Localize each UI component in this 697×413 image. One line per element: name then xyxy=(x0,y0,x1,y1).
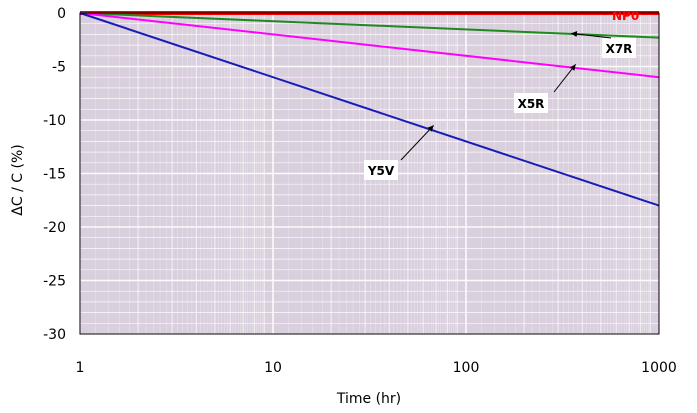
y-tick-labels: 0 -5 -10 -15 -20 -25 -30 xyxy=(43,6,66,343)
y-tick-label: -25 xyxy=(43,274,66,290)
series-label-x5r: X5R xyxy=(518,97,545,111)
series-line-x7r xyxy=(79,12,660,39)
plot-border xyxy=(79,12,660,335)
grid xyxy=(79,12,659,335)
y-tick-label: -10 xyxy=(43,113,66,129)
x-tick-label: 1 xyxy=(76,360,85,376)
series-label-y5v: Y5V xyxy=(367,164,395,178)
x-tick-labels: 1 10 100 1000 xyxy=(76,360,677,376)
series-label-x7r: X7R xyxy=(606,42,633,56)
series-arrow-x7r xyxy=(570,31,612,39)
series-line-y5v xyxy=(79,12,660,207)
y-tick-label: -20 xyxy=(43,220,66,236)
x-tick-label: 1000 xyxy=(641,360,677,376)
series-line-x5r xyxy=(79,12,660,79)
series-labels: NP0 X7R X5R Y5V xyxy=(364,9,639,180)
series-arrow-x5r xyxy=(553,64,577,93)
series-arrow-y5v xyxy=(400,125,435,161)
y-tick-label: -15 xyxy=(43,167,66,183)
series-label-np0: NP0 xyxy=(612,9,639,23)
y-tick-label: 0 xyxy=(57,6,66,22)
y-axis-title: ΔC / C (%) xyxy=(10,144,26,215)
y-tick-label: -30 xyxy=(43,327,66,343)
x-tick-label: 100 xyxy=(453,360,480,376)
series-label-box-x7r xyxy=(602,38,636,58)
y-tick-label: -5 xyxy=(52,60,66,76)
x-tick-label: 10 xyxy=(264,360,282,376)
series-label-box-y5v xyxy=(364,160,398,180)
series-label-box-x5r xyxy=(514,93,548,113)
x-axis-title: Time (hr) xyxy=(336,391,401,407)
